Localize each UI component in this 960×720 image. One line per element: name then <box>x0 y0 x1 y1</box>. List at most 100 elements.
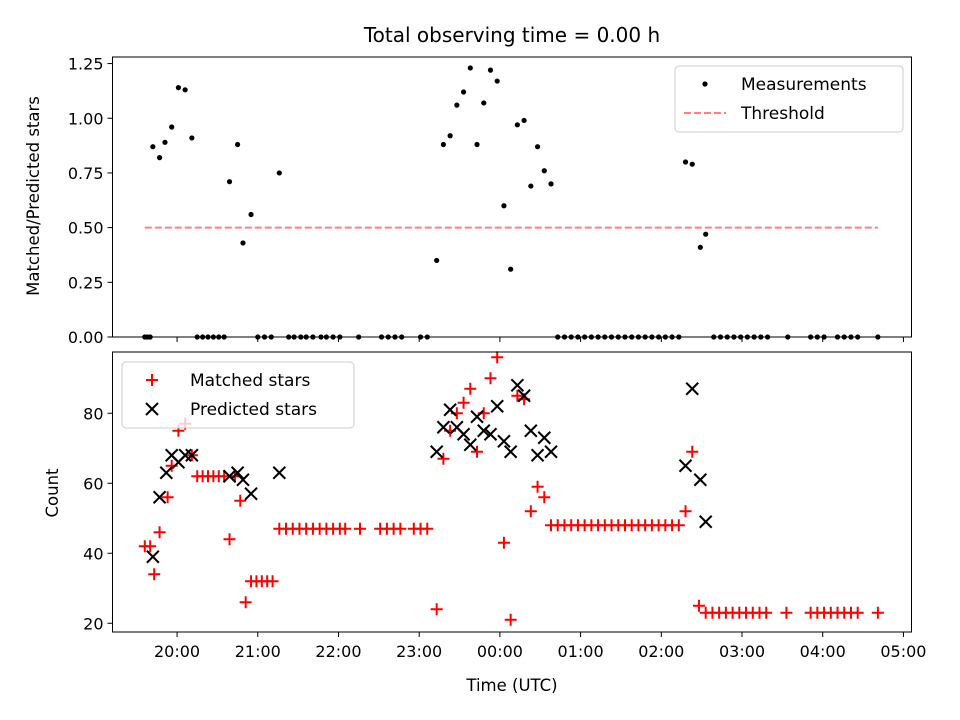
legend-measurements-marker <box>702 81 708 87</box>
top-ytick-label: 1.25 <box>68 55 104 74</box>
measurement-point <box>487 67 494 73</box>
predicted-star-point <box>477 424 491 438</box>
predicted-star-point <box>537 431 551 445</box>
matched-star-point <box>679 505 692 518</box>
predicted-star-point <box>436 420 451 434</box>
legend-predicted-marker <box>145 402 159 416</box>
top-legend-box <box>674 65 904 133</box>
predicted-star-point <box>483 427 498 441</box>
predicted-star-point <box>244 487 258 501</box>
matched-star-point <box>760 606 773 619</box>
predicted-star-point <box>152 490 167 504</box>
matched-star-point <box>851 606 864 619</box>
top-x-ticks <box>176 337 904 342</box>
predicted-star-point <box>230 466 245 480</box>
bottom-panel-ylabel: Count <box>43 468 62 518</box>
predicted-star-point <box>146 550 160 564</box>
predicted-star-point <box>698 515 713 529</box>
matched-star-point <box>354 522 367 535</box>
bottom-legend-box <box>121 361 355 429</box>
measurement-point <box>697 244 703 250</box>
matched-star-point <box>153 526 166 539</box>
matched-star-point <box>504 613 517 626</box>
bottom-legend: Matched stars Predicted stars <box>121 361 355 429</box>
predicted-star-point <box>693 473 708 487</box>
measurement-point <box>514 122 520 128</box>
bottom-xtick-label: 04:00 <box>800 642 846 661</box>
measurement-point <box>248 211 254 218</box>
bottom-xtick-label: 01:00 <box>558 642 604 661</box>
bottom-ytick-label: 60 <box>83 474 103 493</box>
measurement-point <box>494 78 500 84</box>
measurement-point <box>501 203 507 209</box>
bottom-xtick-label: 02:00 <box>638 642 684 661</box>
matched-star-point <box>161 491 174 504</box>
matched-star-point <box>538 491 551 504</box>
measurement-point <box>240 240 246 246</box>
bottom-ytick-label: 40 <box>83 544 103 563</box>
predicted-star-point <box>524 424 538 438</box>
bottom-panel: Count Time (UTC) 20 40 60 80 20:00 21:00 22:0… <box>43 351 926 695</box>
predicted-star-point <box>510 378 525 392</box>
bottom-xtick-label: 22:00 <box>315 642 361 661</box>
top-legend: Measurements Threshold <box>674 65 904 133</box>
measurement-point <box>682 159 689 165</box>
matched-star-point <box>457 396 470 409</box>
measurement-point <box>481 100 487 106</box>
bottom-xtick-label: 00:00 <box>477 642 523 661</box>
legend-matched-marker <box>146 374 158 386</box>
measurement-point <box>474 141 480 148</box>
bottom-panel-xlabel: Time (UTC) <box>465 676 557 695</box>
matched-star-point <box>339 522 352 535</box>
bottom-xtick-label: 20:00 <box>154 642 200 661</box>
matched-star-point <box>421 522 434 535</box>
matched-star-point <box>464 382 477 395</box>
legend-threshold-label: Threshold <box>740 104 825 124</box>
top-ytick-label: 1.00 <box>68 109 104 128</box>
top-ytick-label: 0.75 <box>68 164 104 183</box>
measurement-point <box>276 170 282 176</box>
bottom-xtick-label: 03:00 <box>719 642 765 661</box>
measurement-point <box>703 231 709 237</box>
measurement-point <box>447 133 453 139</box>
measurement-point <box>169 124 175 130</box>
top-ytick-label: 0.00 <box>68 328 104 347</box>
top-panel-title: Total observing time = 0.00 h <box>363 23 660 47</box>
measurement-point <box>528 183 534 189</box>
matched-star-point <box>672 519 685 532</box>
predicted-star-point <box>222 469 237 483</box>
matched-star-point <box>144 540 157 553</box>
top-plot-frame <box>112 56 912 338</box>
top-data-marks <box>142 65 881 340</box>
measurement-point <box>189 135 195 141</box>
measurement-point <box>234 141 241 148</box>
top-panel: Total observing time = 0.00 h Matched/Pr… <box>24 23 912 347</box>
predicted-star-point <box>429 445 444 459</box>
predicted-star-point <box>490 399 504 413</box>
matched-star-point <box>511 389 524 402</box>
predicted-star-point <box>272 466 287 480</box>
matched-star-point <box>871 606 884 619</box>
bottom-xtick-label: 21:00 <box>235 642 281 661</box>
matched-star-point <box>223 533 236 546</box>
measurement-point <box>548 181 554 187</box>
matched-star-point <box>531 480 544 493</box>
measurement-point <box>541 168 547 174</box>
measurement-point <box>182 87 188 93</box>
bottom-xtick-label: 23:00 <box>396 642 442 661</box>
predicted-star-point <box>456 427 471 441</box>
bottom-y-ticks: 20 40 60 80 <box>83 404 113 633</box>
matched-star-point <box>780 606 793 619</box>
matched-star-point <box>234 494 247 507</box>
matched-star-point <box>524 505 537 518</box>
measurement-point <box>689 161 695 167</box>
matched-star-point <box>484 372 497 385</box>
predicted-star-point <box>678 459 693 473</box>
matched-star-point <box>437 452 450 465</box>
matched-star-point <box>686 445 699 458</box>
matched-star-point <box>497 536 510 549</box>
predicted-star-point <box>685 382 699 396</box>
predicted-star-point <box>185 448 199 462</box>
predicted-star-point <box>159 466 174 480</box>
